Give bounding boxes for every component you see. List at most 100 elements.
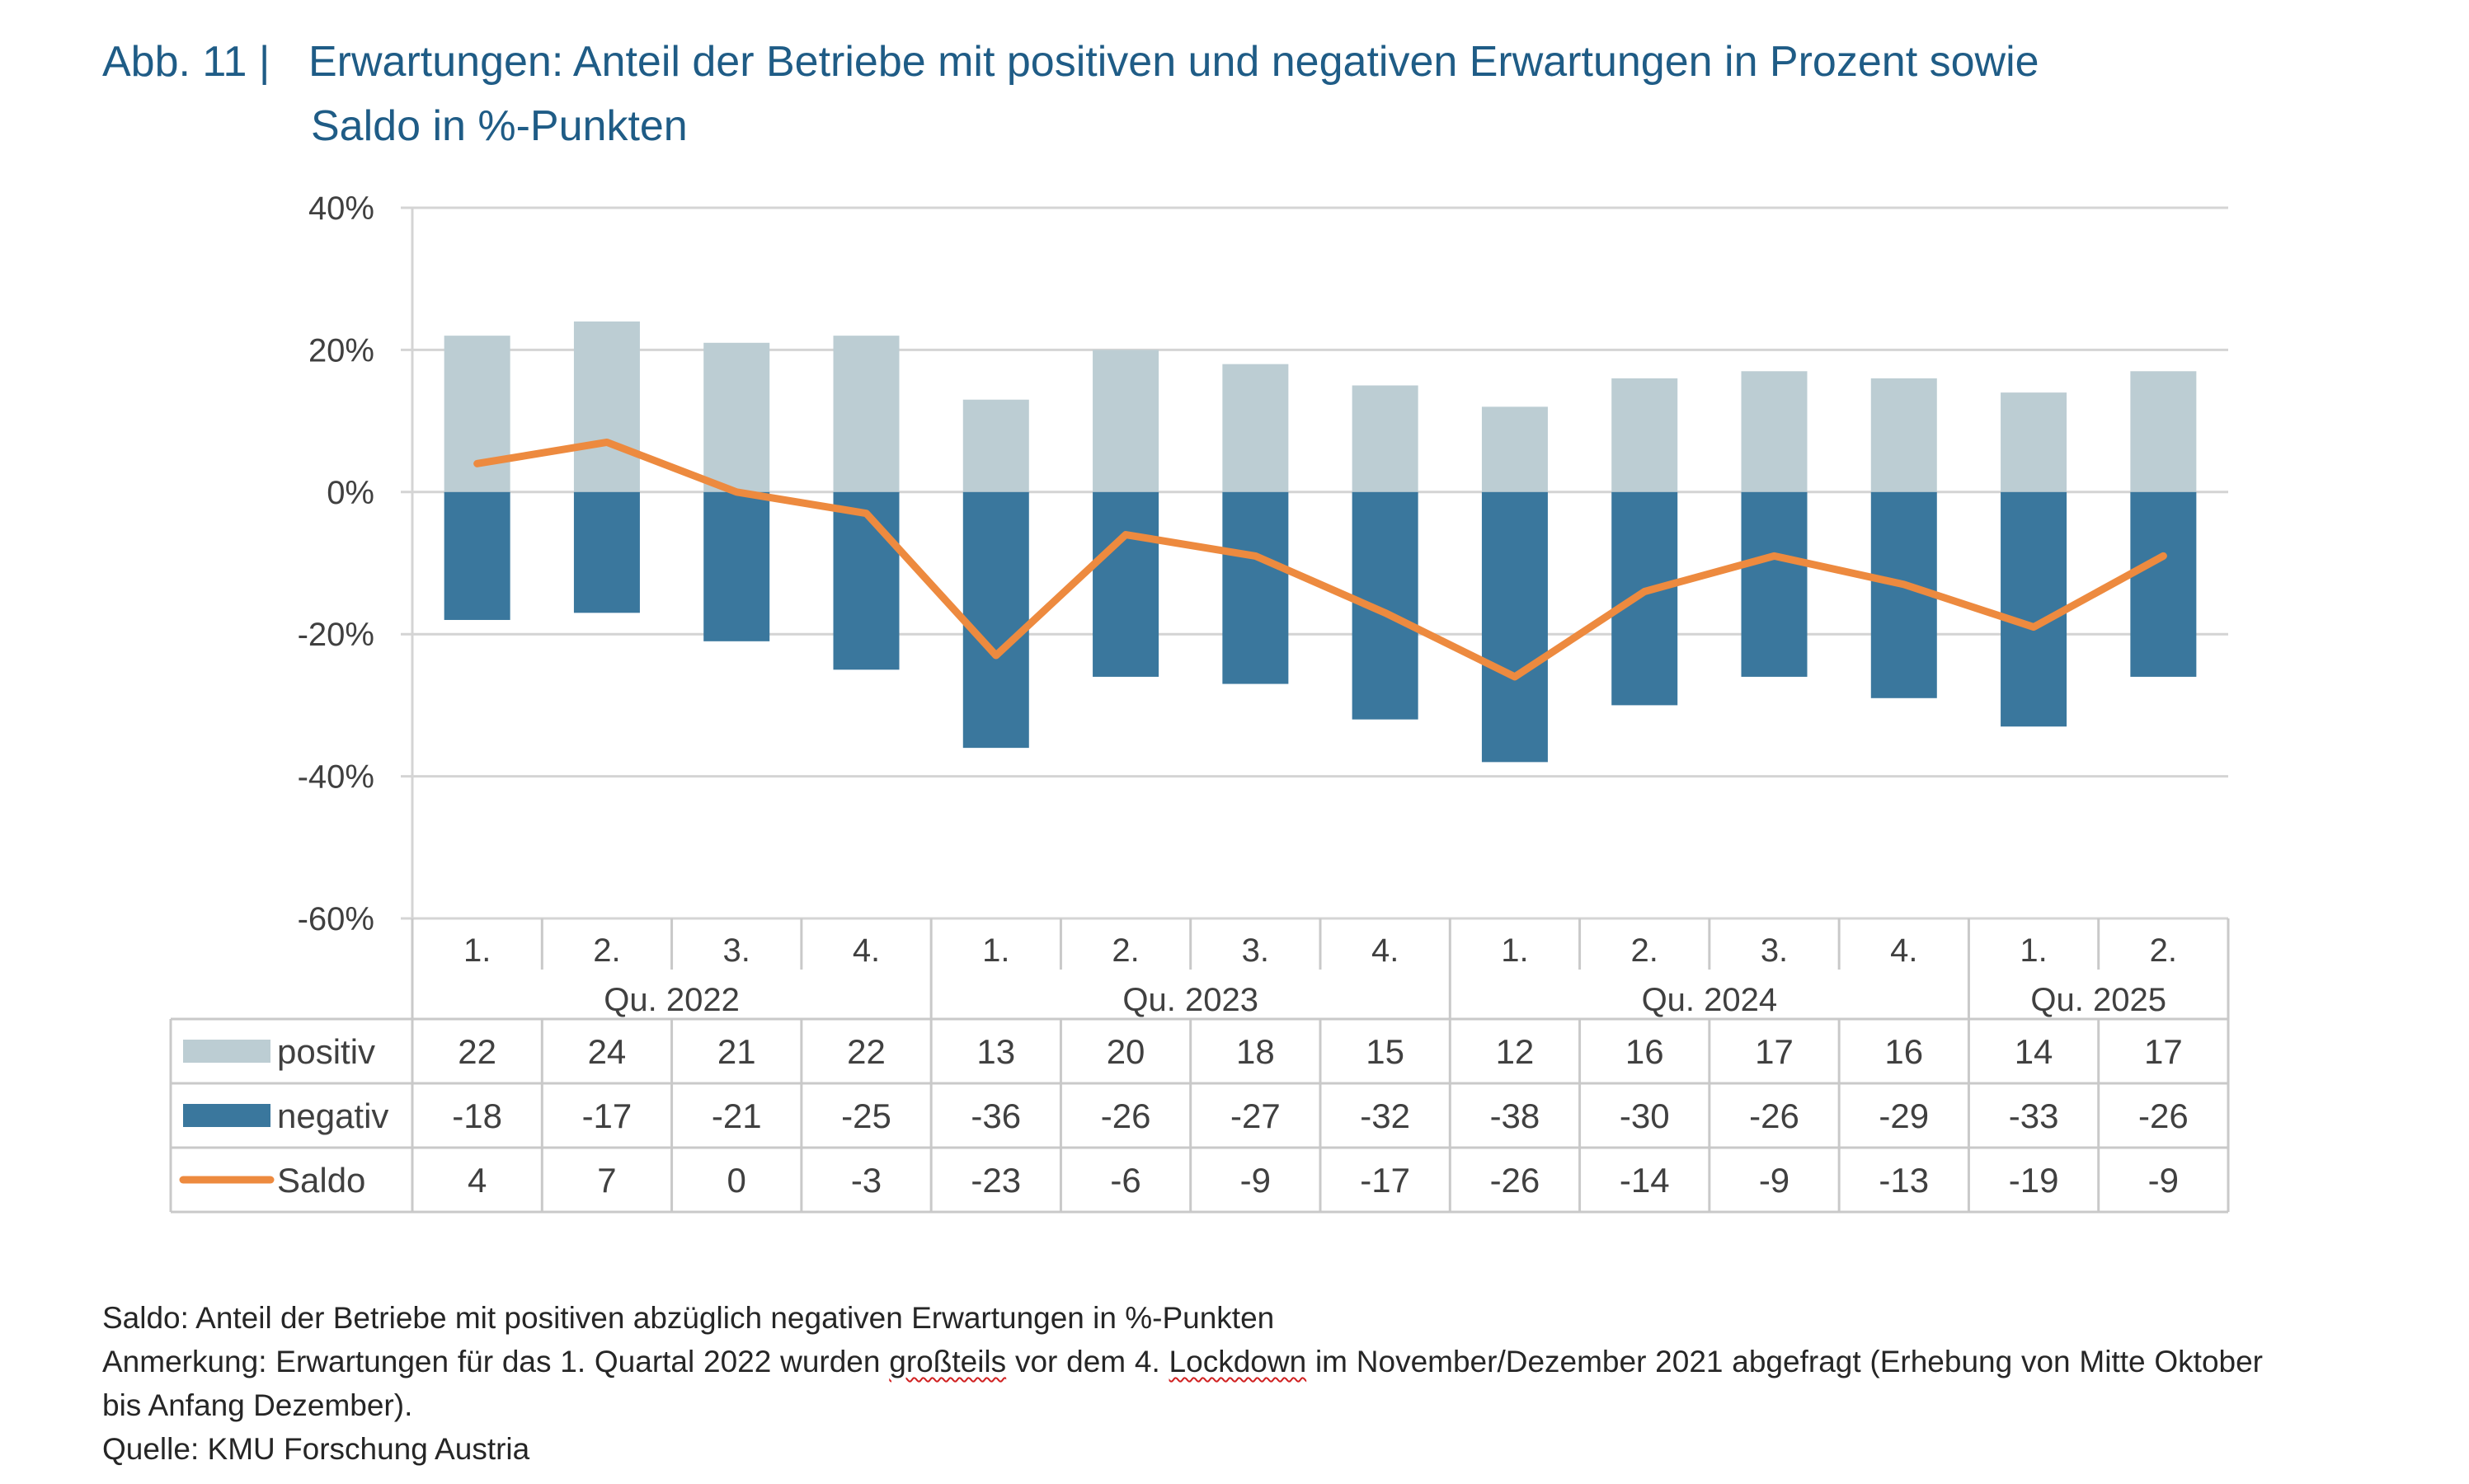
- table-value: 20: [1107, 1032, 1145, 1071]
- table-value: -26: [2138, 1097, 2189, 1135]
- table-value: -30: [1620, 1097, 1670, 1135]
- quarter-label: 1.: [463, 932, 491, 969]
- table-value: -21: [712, 1097, 762, 1135]
- table-value: -6: [1110, 1161, 1140, 1200]
- bar-negativ: [962, 491, 1029, 749]
- table-value: -26: [1749, 1097, 1799, 1135]
- table-value: -9: [1759, 1161, 1789, 1200]
- table-value: 17: [2144, 1032, 2183, 1071]
- table-value: 15: [1366, 1032, 1404, 1071]
- legend-key-positiv: [183, 1040, 270, 1063]
- table-value: -33: [2009, 1097, 2059, 1135]
- table-value: 22: [847, 1032, 886, 1071]
- bar-positiv: [703, 342, 770, 492]
- note-saldo: Saldo: Anteil der Betriebe mit positiven…: [102, 1301, 1275, 1335]
- bar-negativ: [1093, 491, 1159, 677]
- line-saldo: [473, 438, 2167, 681]
- bar-negativ: [1481, 491, 1548, 763]
- table-value: -38: [1490, 1097, 1540, 1135]
- bar-positiv: [1222, 364, 1289, 492]
- bar-negativ: [833, 491, 900, 670]
- y-tick-label: -20%: [298, 617, 374, 653]
- table-value: 17: [1755, 1032, 1794, 1071]
- bar-positiv: [1093, 350, 1159, 492]
- bar-positiv: [573, 321, 640, 492]
- table-value: -26: [1490, 1161, 1540, 1200]
- legend-label-Saldo: Saldo: [277, 1161, 365, 1200]
- table-value: 21: [717, 1032, 756, 1071]
- title-line-2: Saldo in %-Punkten: [311, 102, 688, 150]
- table-value: 22: [458, 1032, 496, 1071]
- table-value: 12: [1496, 1032, 1535, 1071]
- bar-negativ: [573, 491, 640, 613]
- bar-negativ: [2130, 491, 2197, 677]
- table-value: -9: [2148, 1161, 2179, 1200]
- table-value: -14: [1620, 1161, 1670, 1200]
- bar-positiv: [1870, 378, 1937, 492]
- bar-positiv: [2001, 392, 2067, 492]
- figure-label: Abb. 11 |: [102, 38, 270, 86]
- table-value: 16: [1625, 1032, 1664, 1071]
- table-value: 4: [468, 1161, 487, 1200]
- y-tick-label: 40%: [308, 190, 374, 227]
- bar-negativ: [444, 491, 510, 620]
- bar-positiv: [1481, 406, 1548, 492]
- quarter-label: 4.: [853, 932, 880, 969]
- title-line-1: Abb. 11 | Erwartungen: Anteil der Betrieb…: [102, 30, 2329, 94]
- table-value: -36: [971, 1097, 1021, 1135]
- bar-negativ: [1611, 491, 1678, 706]
- legend-label-positiv: positiv: [277, 1032, 375, 1071]
- table-value: -27: [1230, 1097, 1281, 1135]
- table-value: -19: [2009, 1161, 2059, 1200]
- quarter-label: 1.: [1501, 932, 1528, 969]
- note-remark: Anmerkung: Erwartungen für das 1. Quarta…: [102, 1340, 2263, 1427]
- table-value: -9: [1240, 1161, 1271, 1200]
- y-tick-label: 0%: [327, 475, 374, 511]
- table-value: -25: [841, 1097, 891, 1135]
- bar-negativ: [2001, 491, 2067, 727]
- figure-title: Abb. 11 | Erwartungen: Anteil der Betrieb…: [102, 30, 2329, 158]
- bar-positiv: [1741, 371, 1808, 492]
- table-value: -18: [452, 1097, 502, 1135]
- note-source: Quelle: KMU Forschung Austria: [102, 1432, 530, 1466]
- quarter-label: 2.: [1631, 932, 1658, 969]
- year-label: Qu. 2024: [1642, 982, 1778, 1018]
- quarter-label: 3.: [1761, 932, 1788, 969]
- quarter-label: 4.: [1371, 932, 1399, 969]
- legend-key-negativ: [183, 1104, 270, 1127]
- y-tick-label: -60%: [298, 901, 374, 937]
- bar-negativ: [1741, 491, 1808, 677]
- quarter-label: 2.: [1112, 932, 1139, 969]
- y-tick-label: -40%: [298, 759, 374, 796]
- legend-label-negativ: negativ: [277, 1097, 388, 1135]
- note-remark-part-d: Lockdown: [1169, 1345, 1307, 1378]
- note-remark-part-c: vor dem 4.: [1006, 1345, 1169, 1378]
- table-value: -26: [1101, 1097, 1151, 1135]
- quarter-label: 4.: [1890, 932, 1917, 969]
- quarter-label: 2.: [593, 932, 620, 969]
- note-remark-part-e: im November/Dezember 2021 abgefragt (Erh…: [102, 1345, 2264, 1422]
- table-value: -32: [1360, 1097, 1410, 1135]
- quarter-label: 1.: [2020, 932, 2047, 969]
- bar-positiv: [1352, 385, 1418, 492]
- quarter-label: 3.: [723, 932, 750, 969]
- table-value: -3: [851, 1161, 882, 1200]
- quarter-label: 1.: [982, 932, 1009, 969]
- table-value: 0: [727, 1161, 746, 1200]
- bar-positiv: [2130, 371, 2197, 492]
- table-value: 7: [597, 1161, 616, 1200]
- bar-positiv: [962, 399, 1029, 492]
- table-value: -17: [582, 1097, 633, 1135]
- year-label: Qu. 2022: [604, 982, 740, 1018]
- quarter-label: 2.: [2150, 932, 2177, 969]
- year-label: Qu. 2023: [1122, 982, 1258, 1018]
- bar-positiv: [444, 336, 510, 492]
- note-remark-part-a: Anmerkung: Erwartungen für das 1. Quarta…: [102, 1345, 890, 1378]
- bar-positiv: [1611, 378, 1678, 492]
- table-value: 18: [1236, 1032, 1275, 1071]
- bar-negativ: [703, 491, 770, 641]
- table-value: 24: [588, 1032, 627, 1071]
- chart-notes: Saldo: Anteil der Betriebe mit positiven…: [102, 1296, 2263, 1471]
- title-text-1: Erwartungen: Anteil der Betriebe mit pos…: [308, 38, 2039, 86]
